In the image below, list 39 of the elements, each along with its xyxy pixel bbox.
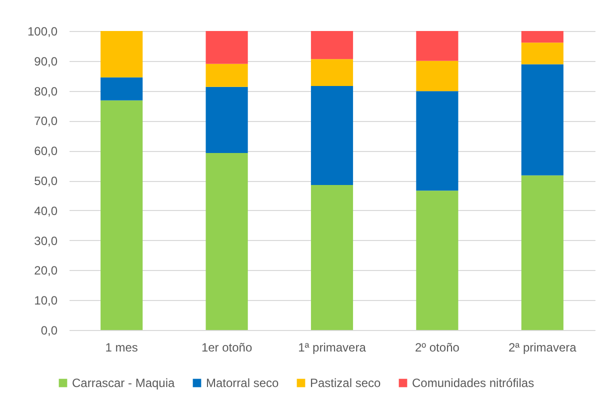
y-tick-label: 40,0: [34, 204, 58, 218]
bar: [310, 184, 354, 330]
bar: [206, 31, 248, 64]
bar: [100, 31, 143, 78]
x-tick-label: 2º otoño: [414, 340, 460, 354]
bar: [310, 31, 354, 60]
bar: [100, 77, 143, 100]
y-tick-label: 30,0: [34, 234, 58, 248]
bar: [310, 59, 354, 86]
bar: [310, 86, 354, 185]
y-tick-label: 20,0: [34, 264, 58, 278]
y-tick-label: 70,0: [34, 114, 58, 128]
bar: [416, 91, 458, 191]
y-tick-label: 50,0: [34, 174, 58, 188]
bar: [206, 152, 248, 330]
legend-label: Matorral seco: [206, 376, 280, 390]
legend-label: Carrascar - Maquia: [72, 376, 176, 390]
y-tick-label: 10,0: [34, 294, 58, 308]
bar: [416, 60, 458, 92]
x-tick-label: 1er otoño: [201, 340, 252, 354]
legend-label: Pastizal seco: [310, 376, 382, 390]
x-tick-label: 1ª primavera: [298, 340, 366, 354]
bar: [206, 86, 248, 153]
bar: [521, 175, 564, 330]
y-tick-label: 80,0: [34, 84, 58, 98]
bar: [206, 64, 248, 87]
bar: [521, 64, 564, 176]
y-tick-label: 90,0: [34, 54, 58, 68]
bar: [416, 190, 458, 330]
legend-label: Comunidades nitrófilas: [412, 376, 534, 390]
bar: [100, 100, 143, 330]
y-tick-label: 100,0: [27, 24, 58, 38]
y-tick-label: 60,0: [34, 144, 58, 158]
x-tick-label: 2ª primavera: [508, 340, 577, 354]
bar: [521, 42, 564, 64]
x-tick-label: 1 mes: [105, 340, 138, 354]
y-tick-label: 0,0: [40, 324, 58, 338]
bar: [521, 31, 564, 43]
bar: [416, 31, 458, 61]
